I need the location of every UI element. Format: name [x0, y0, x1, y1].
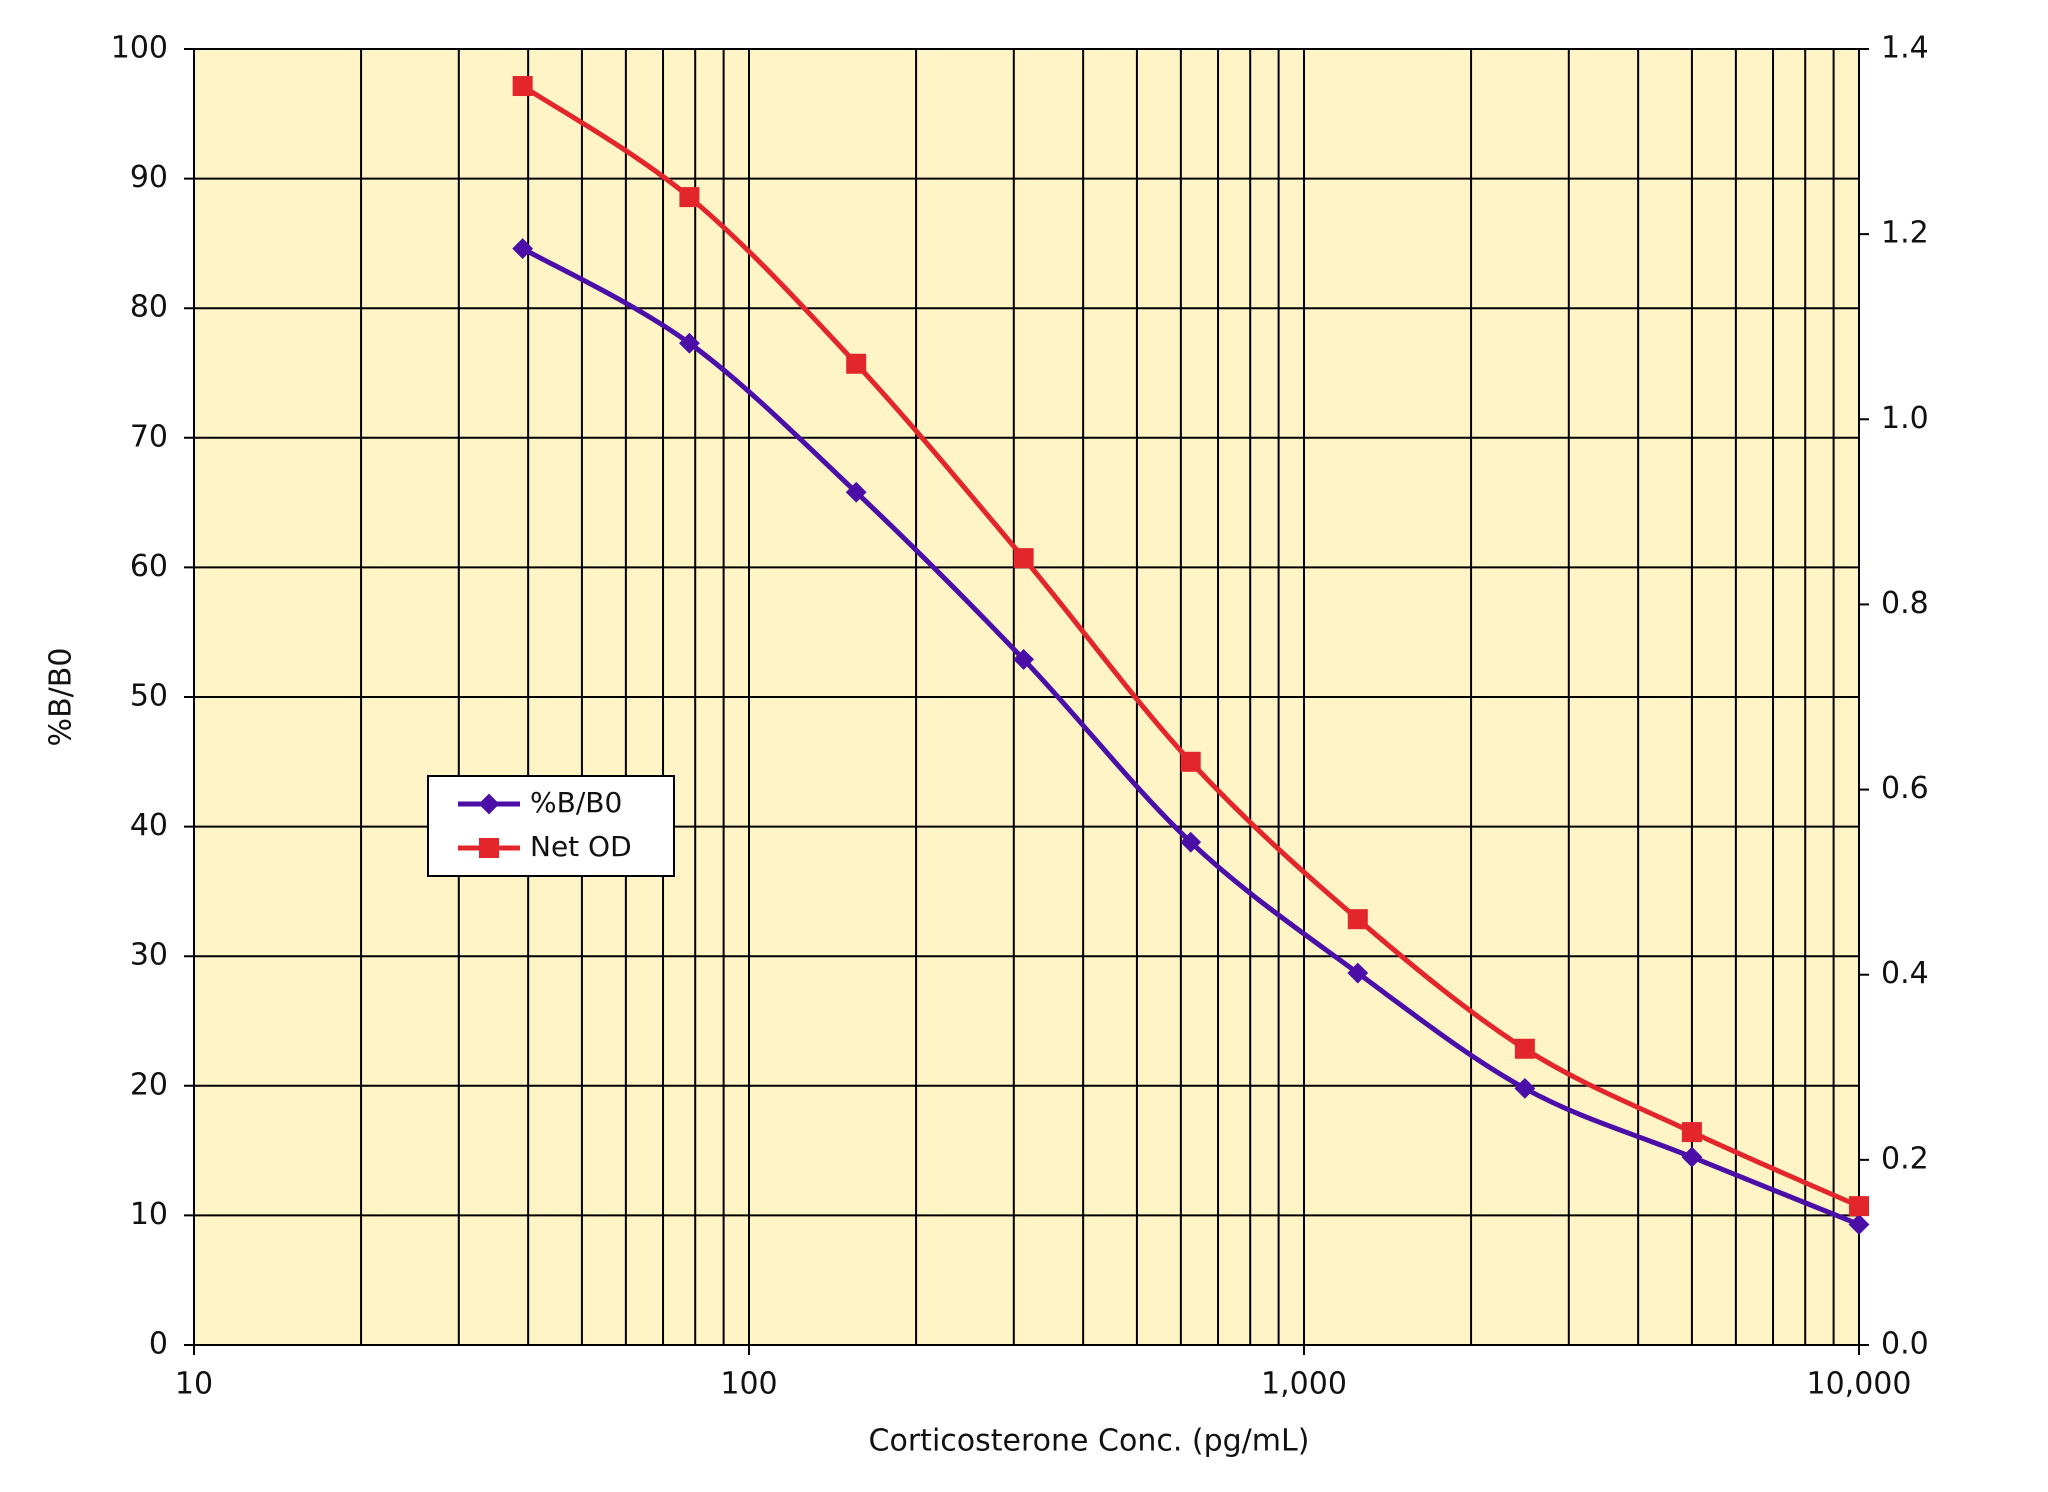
marker [1514, 1038, 1535, 1059]
legend-label: Net OD [530, 830, 632, 863]
y-tick-label: 0 [149, 1327, 168, 1362]
legend-box [427, 775, 675, 877]
marker [512, 238, 534, 259]
y2-tick-label: 1.2 [1881, 216, 1929, 251]
marker [846, 353, 867, 374]
marker [1681, 1146, 1703, 1168]
marker [1013, 548, 1034, 569]
y-tick-label: 30 [130, 938, 168, 973]
y-tick-label: 100 [111, 31, 168, 66]
y-tick-label: 20 [130, 1067, 168, 1102]
marker [512, 76, 533, 97]
marker [1013, 649, 1035, 670]
series-line [521, 83, 1861, 1209]
x-tick-label: 10,000 [1807, 1367, 1912, 1402]
y-tick-label: 80 [130, 290, 168, 325]
x-axis-title: Corticosterone Conc. (pg/mL) [869, 1424, 1310, 1459]
y2-tick-label: 0.6 [1881, 771, 1929, 806]
marker [1180, 831, 1202, 853]
y2-tick-label: 0.2 [1881, 1141, 1929, 1176]
x-tick-label: 100 [720, 1367, 777, 1402]
y-tick-label: 50 [130, 679, 168, 714]
marker [679, 332, 700, 354]
x-tick-label: 1,000 [1261, 1367, 1347, 1402]
x-tick-label: 10 [175, 1367, 213, 1402]
y2-tick-label: 0.8 [1881, 586, 1929, 621]
marker [479, 838, 499, 858]
y-axis-title: %B/B0 [44, 648, 79, 747]
y-tick-label: 40 [130, 808, 168, 843]
marker [1849, 1196, 1869, 1217]
y2-tick-label: 0.4 [1881, 956, 1929, 991]
y-tick-label: 60 [130, 549, 168, 584]
y-tick-label: 70 [130, 419, 168, 454]
marker [478, 793, 500, 815]
marker [1180, 751, 1201, 772]
marker [1681, 1122, 1702, 1143]
legend-label: %B/B0 [530, 786, 622, 819]
marker [1347, 909, 1368, 930]
y-tick-label: 90 [130, 160, 168, 195]
marker [1514, 1077, 1536, 1099]
y2-tick-label: 1.0 [1881, 401, 1929, 436]
marker [1848, 1214, 1870, 1235]
plot-frame [193, 48, 1860, 1346]
marker [845, 481, 867, 503]
marker [1347, 962, 1369, 984]
y2-tick-label: 1.4 [1881, 31, 1929, 66]
y-tick-label: 10 [130, 1197, 168, 1232]
y2-tick-label: 0.0 [1881, 1327, 1929, 1362]
marker [679, 187, 700, 208]
